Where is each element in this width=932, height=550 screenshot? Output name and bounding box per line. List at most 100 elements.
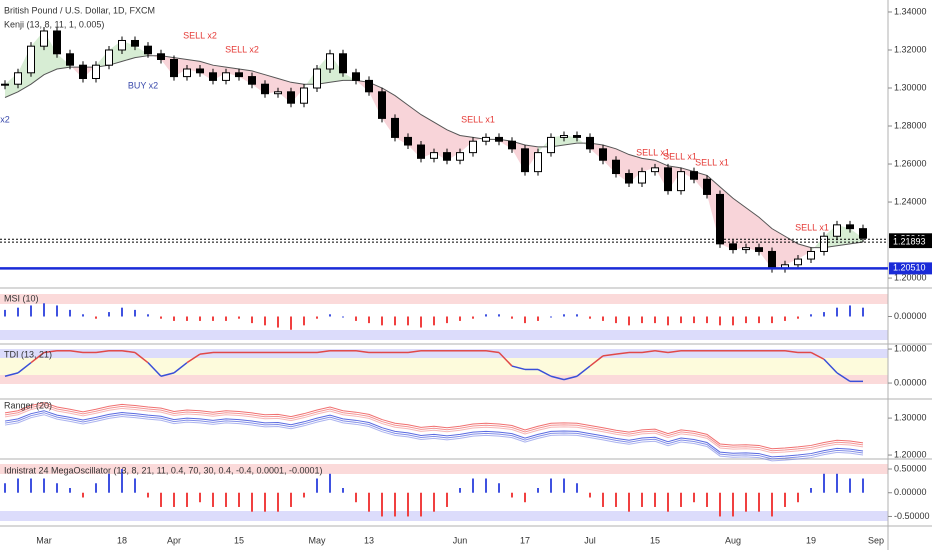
kenji-cloud bbox=[460, 135, 473, 153]
candle bbox=[560, 135, 568, 138]
kenji-cloud bbox=[850, 228, 863, 244]
mega-lower-zone bbox=[0, 511, 888, 521]
tdi-line bbox=[43, 350, 58, 354]
candle bbox=[677, 171, 685, 192]
candle bbox=[430, 152, 438, 159]
candle bbox=[664, 167, 672, 192]
candle bbox=[716, 193, 724, 245]
x-tick-label: 18 bbox=[117, 535, 127, 545]
y-tick-label: 1.32000 bbox=[894, 44, 927, 54]
candle bbox=[14, 72, 22, 85]
tdi-line bbox=[563, 375, 578, 381]
candle bbox=[742, 247, 750, 251]
y-tick-label: 1.26000 bbox=[894, 158, 927, 168]
candle bbox=[209, 72, 217, 81]
candle bbox=[469, 140, 477, 154]
ranger-line bbox=[4, 402, 864, 450]
tdi-line bbox=[30, 351, 45, 364]
candle bbox=[235, 72, 243, 78]
tdi-upper-zone bbox=[0, 349, 888, 358]
y-tick-label: 1.34000 bbox=[894, 6, 927, 16]
candle bbox=[820, 235, 828, 252]
candle bbox=[833, 224, 841, 237]
y-tick-label: 1.24000 bbox=[894, 196, 927, 206]
x-tick-label: 17 bbox=[520, 535, 530, 545]
tdi-line bbox=[550, 375, 565, 381]
candle bbox=[261, 83, 269, 95]
candle bbox=[729, 243, 737, 251]
candle bbox=[300, 87, 308, 104]
x-tick-label: Sep bbox=[868, 535, 884, 545]
kenji-cloud bbox=[434, 122, 447, 161]
candle bbox=[27, 45, 35, 74]
plot-layer: 1.34000 1.32000 1.30000 1.28000 1.26000 1.240… bbox=[0, 6, 932, 545]
tdi-line bbox=[121, 350, 136, 354]
candle bbox=[326, 53, 334, 70]
ranger-line bbox=[4, 410, 864, 458]
candle bbox=[222, 72, 230, 81]
candle bbox=[456, 152, 464, 161]
tdi-line bbox=[199, 351, 214, 355]
signal-label: SELL x1 bbox=[795, 222, 829, 232]
signal-label: SELL x1 bbox=[695, 157, 729, 167]
x-tick-label: Apr bbox=[167, 535, 181, 545]
candle bbox=[573, 135, 581, 138]
tdi-line bbox=[836, 372, 851, 382]
tdi-line bbox=[4, 372, 19, 377]
candle bbox=[157, 53, 165, 60]
tdi-line bbox=[641, 350, 656, 354]
tdi-line bbox=[498, 351, 513, 367]
tdi-lower-zone bbox=[0, 375, 888, 384]
candle bbox=[105, 49, 113, 66]
y-tick-label: 1.20000 bbox=[894, 449, 927, 459]
ranger-line bbox=[4, 404, 864, 452]
candle bbox=[1, 83, 9, 86]
tdi-line bbox=[576, 365, 591, 377]
tdi-line bbox=[355, 350, 370, 354]
tdi-line bbox=[667, 350, 682, 354]
tdi-line bbox=[615, 351, 630, 355]
tdi-line bbox=[511, 365, 526, 371]
candle bbox=[690, 171, 698, 180]
candle bbox=[66, 53, 74, 66]
tdi-line bbox=[654, 350, 669, 354]
panel-title: Ranger (20) bbox=[4, 400, 52, 410]
ranger-line bbox=[4, 406, 864, 454]
candle bbox=[417, 144, 425, 159]
candle bbox=[404, 136, 412, 146]
tdi-line bbox=[173, 362, 188, 374]
x-tick-label: Mar bbox=[36, 535, 52, 545]
x-tick-label: Jun bbox=[453, 535, 468, 545]
ranger-line bbox=[4, 412, 864, 460]
tdi-line bbox=[537, 368, 552, 377]
candle bbox=[274, 91, 282, 95]
kenji-cloud bbox=[733, 198, 746, 250]
y-tick-label: 0.00000 bbox=[894, 377, 927, 387]
x-tick-label: Aug bbox=[725, 535, 741, 545]
candle bbox=[612, 159, 620, 175]
candle bbox=[599, 148, 607, 161]
tdi-line bbox=[17, 362, 32, 374]
y-tick-label: 1.00000 bbox=[894, 343, 927, 353]
signal-label: SELL x2 bbox=[225, 44, 259, 54]
candle bbox=[118, 39, 126, 51]
chart-title: British Pound / U.S. Dollar, 1D, FXCM bbox=[4, 5, 155, 15]
candle bbox=[638, 171, 646, 184]
candle bbox=[443, 152, 451, 161]
candle bbox=[378, 91, 386, 119]
y-tick-label: 0.00000 bbox=[894, 487, 927, 497]
tdi-line bbox=[69, 350, 84, 354]
candle bbox=[482, 136, 490, 142]
candle bbox=[196, 68, 204, 74]
tdi-line bbox=[823, 358, 838, 374]
candle bbox=[339, 53, 347, 74]
y-tick-label: 1.20000 bbox=[894, 272, 927, 282]
panel-title: TDI (13, 21) bbox=[4, 349, 52, 359]
candle bbox=[40, 30, 48, 47]
signal-label: SELL x1 bbox=[636, 147, 670, 157]
candle bbox=[183, 68, 191, 78]
tdi-middle-zone bbox=[0, 358, 888, 375]
candle bbox=[313, 68, 321, 89]
candle bbox=[755, 247, 763, 252]
